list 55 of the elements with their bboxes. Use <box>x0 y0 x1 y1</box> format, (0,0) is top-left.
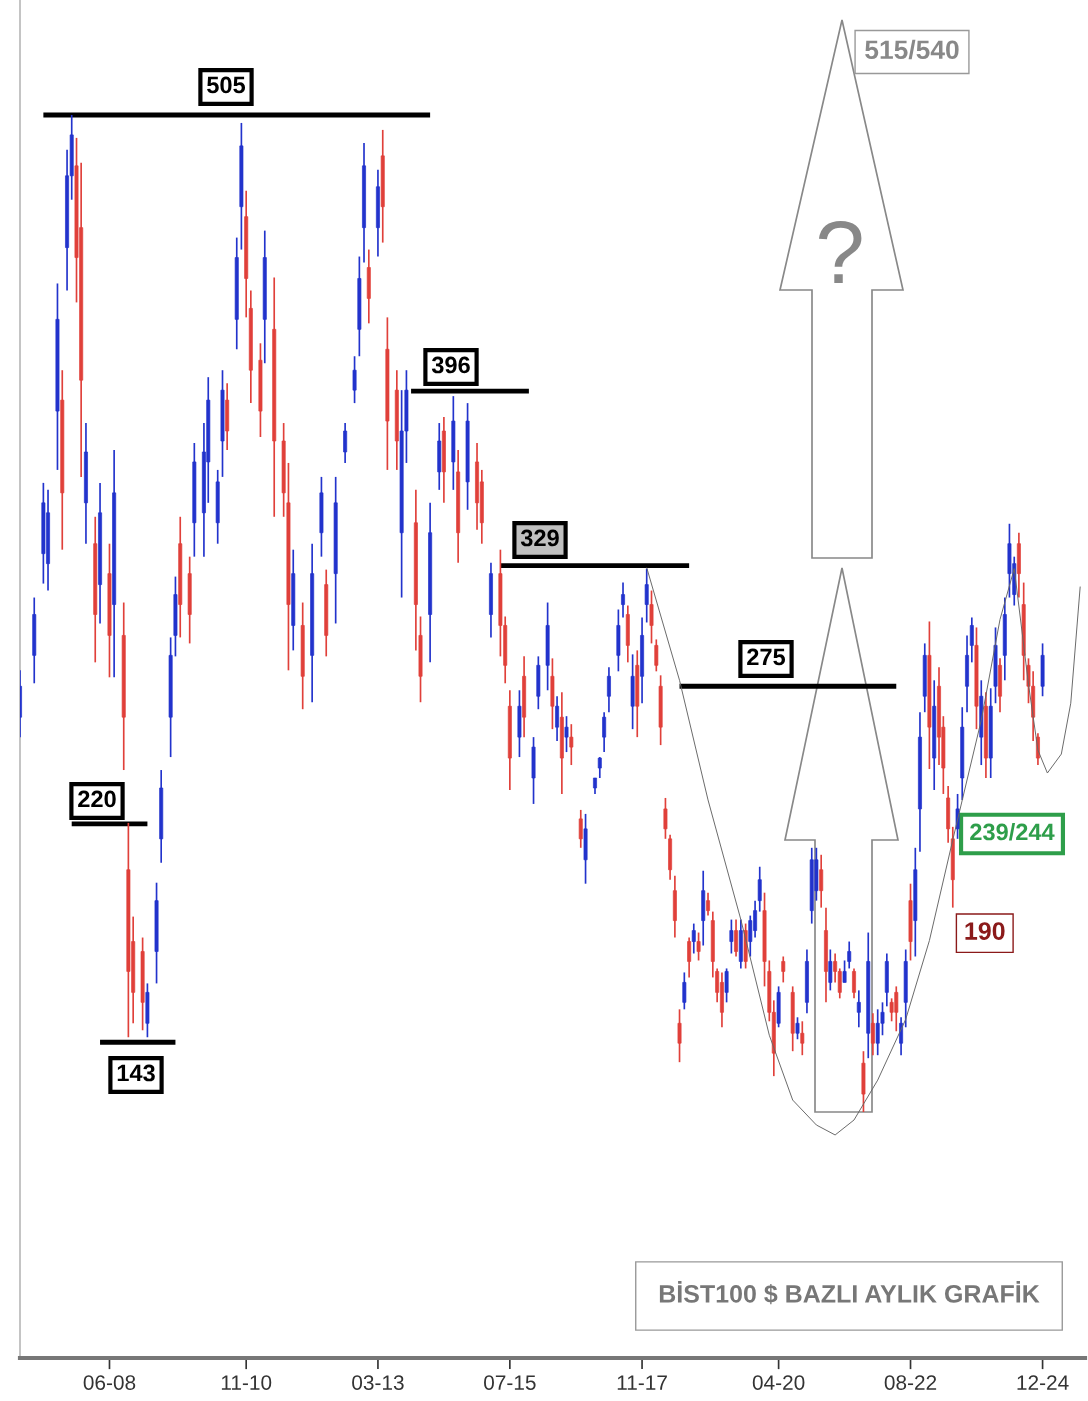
candlestick <box>696 931 701 962</box>
candlestick <box>621 581 625 619</box>
candlestick <box>578 809 583 849</box>
x-tick-label: 11-17 <box>617 1375 667 1390</box>
text: 505 <box>207 76 246 94</box>
candlestick <box>644 567 649 624</box>
x-tick-label: 12-24 <box>1017 1375 1069 1390</box>
annotation: 143 <box>117 1064 155 1082</box>
candlestick <box>343 422 348 464</box>
annotation: 329 <box>520 529 559 547</box>
candlestick <box>819 853 824 909</box>
candlestick <box>795 1016 800 1041</box>
candlestick <box>899 1016 904 1057</box>
annotation: 275 <box>747 648 786 666</box>
candlestick <box>677 1008 682 1064</box>
annotation: 220 <box>78 790 116 808</box>
candlestick <box>682 971 687 1011</box>
candlestick <box>734 918 738 958</box>
x-tick-label: 07-15 <box>484 1375 536 1390</box>
candlestick <box>828 948 833 992</box>
x-tick-label: 06-08 <box>83 1375 136 1390</box>
candlestick <box>654 638 659 673</box>
x-tick-label: 08-22 <box>884 1375 937 1390</box>
annotation: 239/244 <box>970 822 1055 841</box>
x-tick-label: 04-20 <box>752 1375 805 1390</box>
candlestick <box>856 989 861 1029</box>
candlestick <box>969 616 974 664</box>
candlestick <box>781 955 786 984</box>
candlestick <box>847 940 852 970</box>
candlestick <box>800 1020 805 1057</box>
annotation: 396 <box>431 356 470 374</box>
candlestick <box>602 711 607 753</box>
candlestick <box>569 723 574 766</box>
text: 515/540 <box>865 39 959 60</box>
candlestick <box>729 918 734 955</box>
candlestick <box>649 589 654 645</box>
candlestick <box>870 1012 875 1057</box>
candlestick <box>687 936 692 979</box>
text: BİST100 $ BAZLI AYLIK GRAFİK <box>659 1281 1040 1305</box>
candlestick <box>352 355 357 404</box>
candlestick <box>706 891 710 917</box>
candlestick <box>606 666 611 714</box>
candlestick <box>852 967 856 1000</box>
candlestick <box>564 715 569 753</box>
candlestick <box>555 695 560 742</box>
annotation: 190 <box>965 922 1005 940</box>
candlestick <box>842 959 847 984</box>
annotation: ? <box>818 220 862 283</box>
candlestick <box>757 865 762 913</box>
candlestick <box>724 967 729 1004</box>
x-tick-label: 03-13 <box>352 1375 404 1390</box>
candlestick <box>691 922 696 955</box>
candlestick <box>597 756 602 779</box>
x-tick-label: 11-10 <box>221 1375 272 1390</box>
candlestick <box>663 797 668 840</box>
